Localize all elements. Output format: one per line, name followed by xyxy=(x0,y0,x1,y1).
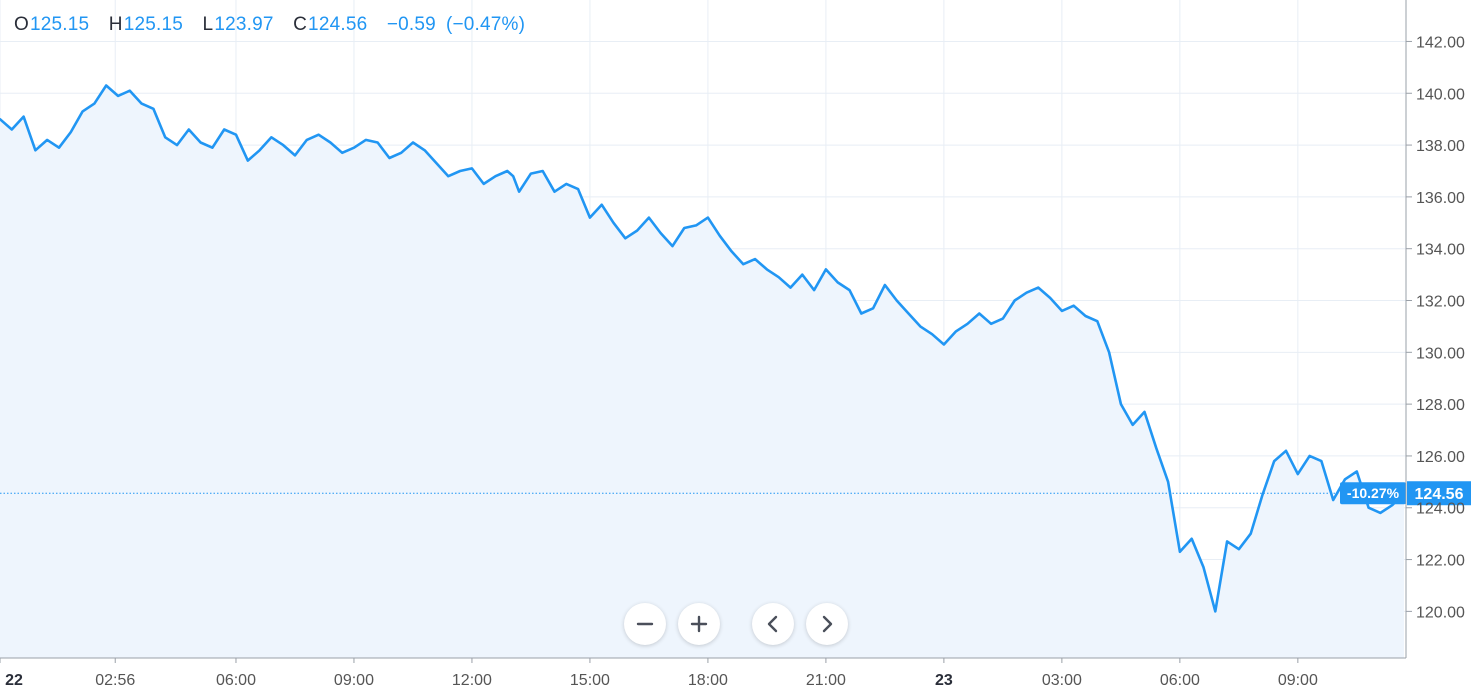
percent-change-label: -10.27% xyxy=(1347,485,1400,501)
y-axis[interactable]: 120.00 122.00 124.00 126.00 128.00 130.00 132.… xyxy=(1405,0,1465,658)
x-axis[interactable]: 22 02:56 06:00 09:00 12:00 15:00 18:00 21:00 23 0… xyxy=(0,657,1406,689)
price-line xyxy=(0,84,1406,613)
x-tick-label: 02:56 xyxy=(95,672,135,689)
y-tick-label: 134.00 xyxy=(1416,242,1465,259)
y-tick-label: 128.00 xyxy=(1416,397,1465,414)
x-tick-label: 21:00 xyxy=(806,672,846,689)
y-tick-label: 122.00 xyxy=(1416,553,1465,570)
high-label: H xyxy=(108,14,123,35)
plus-icon xyxy=(690,615,708,633)
chevron-right-icon xyxy=(822,615,833,633)
scroll-left-button[interactable] xyxy=(752,603,794,645)
series-line xyxy=(0,84,1406,613)
x-tick-label: 18:00 xyxy=(688,672,728,689)
y-tick-label: 126.00 xyxy=(1416,449,1465,466)
x-tick-label: 06:00 xyxy=(1160,672,1200,689)
x-tick-label: 06:00 xyxy=(216,672,256,689)
y-tick-label: 140.00 xyxy=(1416,86,1465,103)
current-price-label: 124.56 xyxy=(1415,486,1464,503)
current-price-badge xyxy=(1407,481,1471,506)
zoom-in-button[interactable] xyxy=(678,603,720,645)
zoom-controls xyxy=(622,603,852,647)
y-tick-label: 142.00 xyxy=(1416,34,1465,51)
y-tick-label: 138.00 xyxy=(1416,138,1465,155)
y-tick-label: 120.00 xyxy=(1416,604,1465,621)
minus-icon xyxy=(636,622,654,626)
close-label: C xyxy=(293,14,308,35)
percent-change-badge xyxy=(1340,482,1406,505)
series-area xyxy=(0,85,1404,658)
y-tick-label: 132.00 xyxy=(1416,294,1465,311)
y-tick-label: 136.00 xyxy=(1416,190,1465,207)
y-tick-label: 124.00 xyxy=(1416,501,1465,518)
close-value: 124.56 xyxy=(308,14,368,35)
area-fill xyxy=(0,85,1404,658)
open-value: 125.15 xyxy=(29,14,90,35)
zoom-out-button[interactable] xyxy=(624,603,666,645)
change-percent: (−0.47%) xyxy=(445,14,526,35)
scroll-right-button[interactable] xyxy=(806,603,848,645)
y-tick-label: 130.00 xyxy=(1416,345,1465,362)
x-tick-label: 09:00 xyxy=(334,672,374,689)
low-label: L xyxy=(202,14,214,35)
high-value: 125.15 xyxy=(123,14,184,35)
x-tick-label: 15:00 xyxy=(570,672,610,689)
x-tick-label: 23 xyxy=(935,672,953,689)
open-label: O xyxy=(14,14,29,35)
x-tick-label: 12:00 xyxy=(452,672,492,689)
change-absolute: −0.59 xyxy=(386,14,436,35)
chevron-left-icon xyxy=(767,615,778,633)
x-tick-label: 22 xyxy=(5,672,23,689)
x-tick-label: 09:00 xyxy=(1278,672,1318,689)
ohlc-legend: O125.15 H125.15 L123.97 C124.56 −0.59 (−0… xyxy=(14,14,535,36)
low-value: 123.97 xyxy=(214,14,274,35)
current-price-marker: -10.27% 124.56 xyxy=(0,481,1471,506)
x-tick-label: 03:00 xyxy=(1042,672,1082,689)
